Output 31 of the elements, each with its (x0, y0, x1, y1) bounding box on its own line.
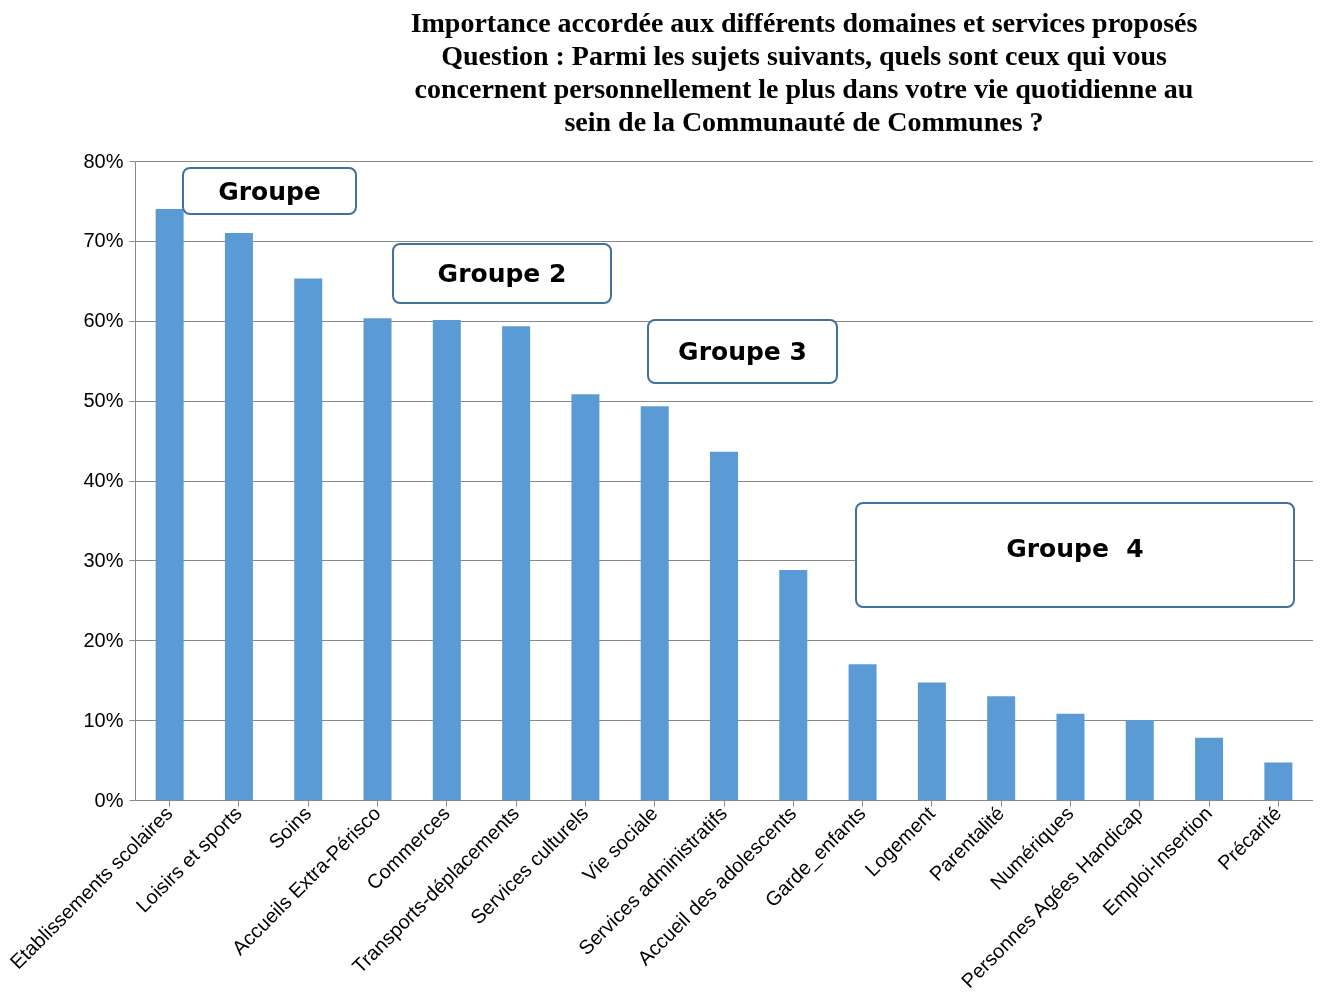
bar (502, 326, 531, 800)
bar (1195, 737, 1224, 800)
bar (640, 406, 669, 800)
bar (1125, 720, 1154, 800)
y-tick-label: 40% (83, 469, 124, 491)
bar (363, 318, 392, 800)
y-tick-label: 0% (94, 788, 124, 811)
y-tick-label: 80% (83, 149, 124, 172)
bar (779, 569, 808, 800)
label-box: Groupe 2 (392, 243, 612, 304)
y-tick-label: 60% (83, 309, 124, 332)
y-tick-label: 50% (83, 389, 124, 412)
bar (571, 394, 600, 800)
label-box: Groupe (182, 167, 357, 215)
y-tick-label: 10% (83, 708, 124, 731)
bar (224, 232, 253, 800)
bar (155, 208, 184, 800)
bar (987, 696, 1016, 800)
bar (1056, 713, 1085, 800)
bar (432, 319, 461, 800)
bar (1264, 762, 1293, 800)
chart-title: Importance accordée aux différents domaines et services proposés Question : Parmi les sujets suivants, quels sont ceux qui vous concernent personnellement le plus dans votre vie quotidienne au sein de la Communauté de Communes ? (410, 7, 1198, 137)
bar (917, 682, 946, 800)
label-box: Groupe 3 (647, 319, 838, 384)
y-tick-label: 20% (83, 628, 124, 651)
bar (848, 664, 877, 800)
y-tick-label: 30% (83, 548, 124, 571)
y-tick-label: 70% (83, 229, 124, 252)
label-box: Groupe 4 (855, 502, 1295, 608)
bar (294, 278, 323, 800)
bar (710, 451, 738, 800)
